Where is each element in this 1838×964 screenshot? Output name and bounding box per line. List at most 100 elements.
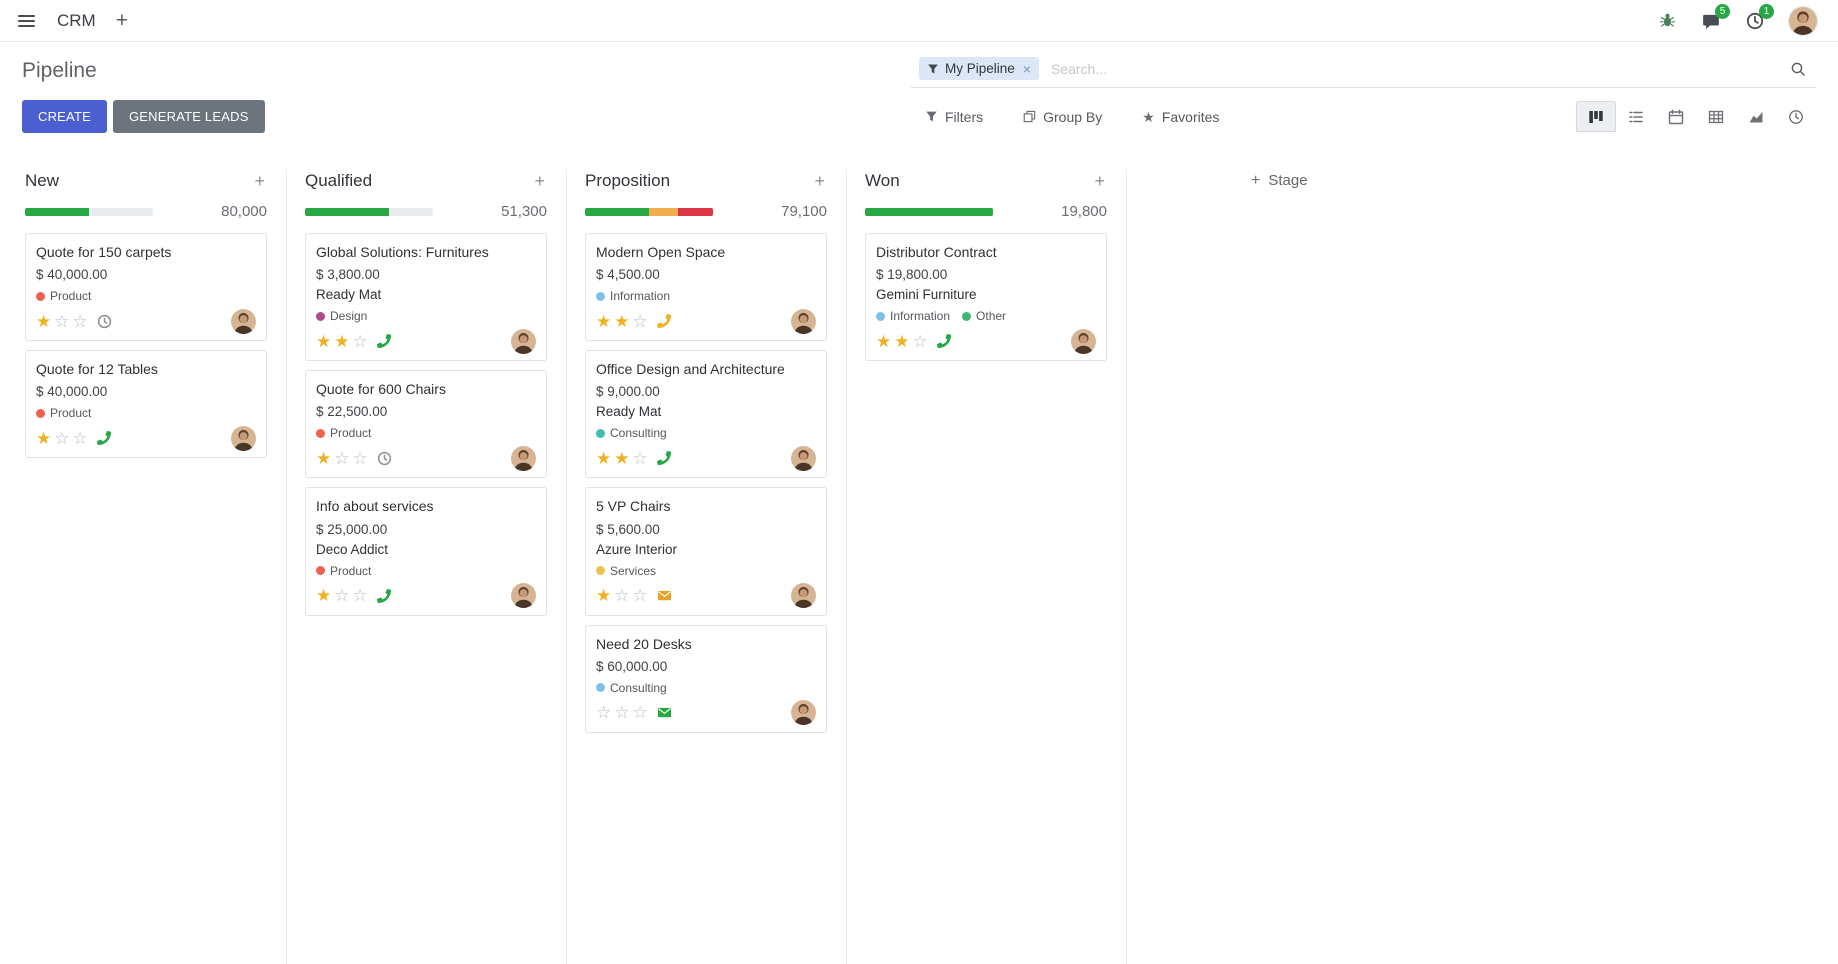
priority-star-icon[interactable]: ★ <box>334 331 350 351</box>
add-record-plus-icon[interactable]: + <box>814 171 825 191</box>
tag-label: Services <box>610 563 657 578</box>
view-pivot-button[interactable] <box>1696 101 1736 132</box>
apps-menu-icon[interactable] <box>14 11 39 31</box>
kanban-card[interactable]: Office Design and Architecture $ 9,000.00… <box>585 350 827 479</box>
add-record-plus-icon[interactable]: + <box>534 171 545 191</box>
view-graph-button[interactable] <box>1736 101 1776 132</box>
kanban-card[interactable]: Modern Open Space $ 4,500.00 Information ★ ★… <box>585 233 827 342</box>
activities-clock-icon[interactable]: 1 <box>1744 3 1774 32</box>
calendar-icon <box>1668 109 1684 125</box>
priority-star-icon[interactable]: ★ <box>36 428 52 448</box>
search-icon[interactable] <box>1788 59 1808 79</box>
debug-bug-icon[interactable] <box>1657 10 1678 31</box>
add-stage-button[interactable]: + Stage <box>1245 171 1314 190</box>
progress-segment[interactable] <box>678 207 713 216</box>
priority-star-icon[interactable]: ☆ <box>72 311 88 331</box>
card-tag: Product <box>36 406 91 420</box>
column-title: New <box>25 171 60 190</box>
search-bar: My Pipeline × <box>911 54 1816 88</box>
progress-segment[interactable] <box>649 207 679 216</box>
activity-clock-icon[interactable] <box>97 314 112 329</box>
card-bottom-row: ★ ☆ ☆ <box>596 582 816 610</box>
view-activity-button[interactable] <box>1776 101 1816 132</box>
view-list-button[interactable] <box>1616 101 1656 132</box>
column-progressbar[interactable] <box>585 207 713 216</box>
priority-star-icon[interactable]: ☆ <box>72 428 88 448</box>
activity-phone-icon[interactable] <box>936 334 951 349</box>
priority-star-icon[interactable]: ☆ <box>614 703 630 723</box>
priority-star-icon[interactable]: ★ <box>596 586 612 606</box>
search-input[interactable] <box>1048 59 1778 78</box>
activity-envelope-icon[interactable] <box>657 588 672 603</box>
priority-star-icon[interactable]: ☆ <box>54 428 70 448</box>
priority-star-icon[interactable]: ☆ <box>632 311 648 331</box>
priority-star-icon[interactable]: ☆ <box>632 586 648 606</box>
priority-star-icon[interactable]: ☆ <box>614 586 630 606</box>
kanban-card[interactable]: Quote for 600 Chairs $ 22,500.00 Product ★ ☆… <box>305 370 547 479</box>
priority-star-icon[interactable]: ★ <box>316 448 332 468</box>
add-record-plus-icon[interactable]: + <box>1094 171 1105 191</box>
kanban-card[interactable]: Distributor Contract $ 19,800.00 Gemini Fu… <box>865 233 1107 362</box>
favorites-button[interactable]: ★ Favorites <box>1136 108 1225 126</box>
column-progressbar[interactable] <box>305 207 433 216</box>
activity-phone-icon[interactable] <box>656 314 671 329</box>
messages-icon[interactable]: 5 <box>1700 3 1730 32</box>
facet-remove-icon[interactable]: × <box>1022 60 1031 77</box>
priority-star-icon[interactable]: ☆ <box>632 448 648 468</box>
filters-button[interactable]: Filters <box>919 108 989 126</box>
priority-star-icon[interactable]: ★ <box>36 311 52 331</box>
progress-segment[interactable] <box>865 207 993 216</box>
progress-segment[interactable] <box>25 207 89 216</box>
kanban-card[interactable]: Global Solutions: Furnitures $ 3,800.00 Re… <box>305 233 547 362</box>
card-bottom-row: ★ ☆ ☆ <box>36 307 256 335</box>
priority-star-icon[interactable]: ☆ <box>596 703 612 723</box>
app-name[interactable]: CRM <box>57 10 96 30</box>
create-button[interactable]: CREATE <box>22 100 107 133</box>
priority-star-icon[interactable]: ★ <box>614 448 630 468</box>
card-amount: $ 19,800.00 <box>876 267 948 283</box>
group-by-button[interactable]: Group By <box>1017 108 1108 126</box>
priority-star-icon[interactable]: ☆ <box>352 331 368 351</box>
card-title: Quote for 600 Chairs <box>316 381 446 398</box>
priority-star-icon[interactable]: ☆ <box>54 311 70 331</box>
quick-create-plus-icon[interactable]: + <box>115 9 128 32</box>
card-amount: $ 4,500.00 <box>596 267 660 283</box>
priority-star-icon[interactable]: ☆ <box>334 586 350 606</box>
priority-star-icon[interactable]: ★ <box>876 331 892 351</box>
kanban-card[interactable]: Info about services $ 25,000.00 Deco Addic… <box>305 487 547 616</box>
salesperson-avatar <box>511 328 536 354</box>
user-avatar[interactable] <box>1788 5 1818 36</box>
kanban-card[interactable]: 5 VP Chairs $ 5,600.00 Azure Interior Servi… <box>585 487 827 616</box>
column-progressbar[interactable] <box>25 207 153 216</box>
priority-star-icon[interactable]: ☆ <box>912 331 928 351</box>
priority-star-icon[interactable]: ★ <box>596 448 612 468</box>
view-kanban-button[interactable] <box>1576 101 1616 132</box>
priority-star-icon[interactable]: ★ <box>596 311 612 331</box>
activity-phone-icon[interactable] <box>376 334 391 349</box>
priority-star-icon[interactable]: ☆ <box>352 448 368 468</box>
activity-phone-icon[interactable] <box>96 431 111 446</box>
card-tags: Product <box>316 426 536 440</box>
priority-star-icon[interactable]: ★ <box>894 331 910 351</box>
priority-star-icon[interactable]: ☆ <box>632 703 648 723</box>
add-record-plus-icon[interactable]: + <box>254 171 265 191</box>
kanban-card[interactable]: Quote for 12 Tables $ 40,000.00 Product ★ ☆ ☆ <box>25 350 267 459</box>
activity-phone-icon[interactable] <box>376 588 391 603</box>
progress-segment[interactable] <box>305 207 390 216</box>
priority-star-icon[interactable]: ☆ <box>352 586 368 606</box>
priority-star-icon[interactable]: ★ <box>316 586 332 606</box>
priority-star-icon[interactable]: ☆ <box>334 448 350 468</box>
generate-leads-button[interactable]: GENERATE LEADS <box>112 100 265 133</box>
activity-envelope-icon[interactable] <box>657 705 672 720</box>
column-progressbar[interactable] <box>865 207 993 216</box>
priority-stars: ★ ★ ☆ <box>596 313 648 330</box>
kanban-card[interactable]: Need 20 Desks $ 60,000.00 Consulting ☆ ☆ ☆ <box>585 624 827 733</box>
progress-segment[interactable] <box>585 207 649 216</box>
priority-star-icon[interactable]: ★ <box>316 331 332 351</box>
activity-phone-icon[interactable] <box>656 451 671 466</box>
kanban-card[interactable]: Quote for 150 carpets $ 40,000.00 Product ★… <box>25 233 267 342</box>
view-calendar-button[interactable] <box>1656 101 1696 132</box>
activity-clock-icon[interactable] <box>377 451 392 466</box>
priority-star-icon[interactable]: ★ <box>614 311 630 331</box>
card-title: Quote for 150 carpets <box>36 244 172 260</box>
